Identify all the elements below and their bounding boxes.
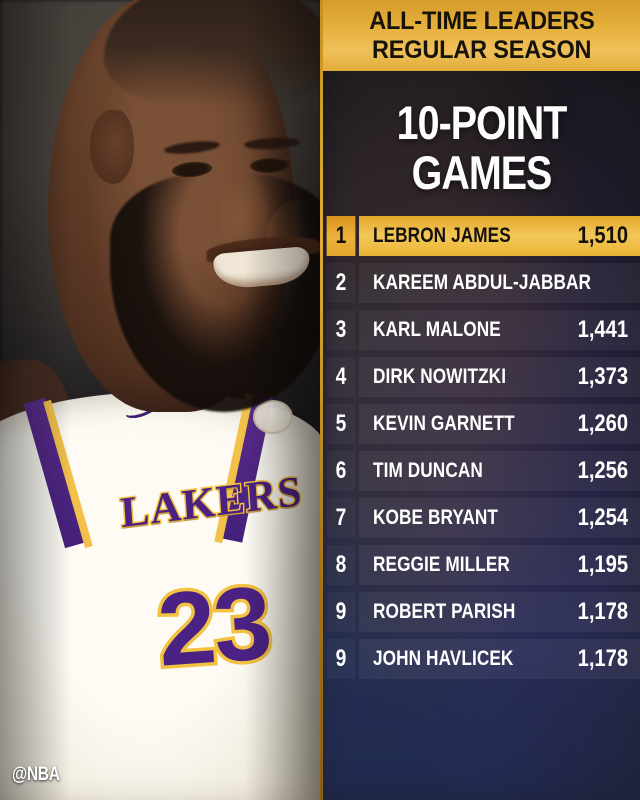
jersey-sponsor-patch — [253, 400, 293, 434]
row-player-name: JOHN HAVLICEK — [373, 647, 514, 670]
table-row[interactable]: 4 DIRK NOWITZKI 1,373 — [323, 357, 640, 397]
row-rank: 2 — [327, 263, 356, 303]
row-value: 1,254 — [577, 504, 628, 531]
table-row[interactable]: 9 ROBERT PARISH 1,178 — [323, 592, 640, 632]
row-player-name: REGGIE MILLER — [373, 553, 510, 576]
gold-divider — [320, 0, 323, 800]
row-rank: 9 — [327, 639, 356, 679]
row-player-name: KEVIN GARNETT — [373, 412, 515, 435]
row-value: 1,256 — [577, 457, 628, 484]
player-head — [48, 0, 322, 412]
table-row[interactable]: 5 KEVIN GARNETT 1,260 — [323, 404, 640, 444]
panel-backdrop — [323, 0, 640, 800]
row-value: 1,260 — [577, 410, 628, 437]
row-value: 1,178 — [577, 645, 628, 672]
table-row[interactable]: 1 LEBRON JAMES 1,510 — [323, 216, 640, 256]
row-rank: 6 — [327, 451, 356, 491]
page-title: 10-POINT GAMES — [396, 96, 568, 199]
row-rank: 3 — [327, 310, 356, 350]
row-body: ROBERT PARISH 1,178 — [359, 592, 640, 632]
row-rank: 4 — [327, 357, 356, 397]
row-player-name: KAREEM ABDUL-JABBAR — [373, 271, 592, 294]
stats-panel: ALL-TIME LEADERS REGULAR SEASON 10-POINT… — [323, 0, 640, 800]
table-row[interactable]: 3 KARL MALONE 1,441 — [323, 310, 640, 350]
player-eyebrow-left — [163, 139, 221, 156]
table-row[interactable]: 8 REGGIE MILLER 1,195 — [323, 545, 640, 585]
header-line-1: ALL-TIME LEADERS — [368, 6, 595, 35]
row-rank: 1 — [326, 216, 356, 256]
row-value: 1,195 — [577, 551, 628, 578]
jersey-number-text: 23 — [151, 562, 278, 693]
row-value: 1,178 — [577, 598, 628, 625]
row-body: LEBRON JAMES 1,510 — [359, 216, 640, 256]
row-rank: 5 — [327, 404, 356, 444]
table-row[interactable]: 6 TIM DUNCAN 1,256 — [323, 451, 640, 491]
row-body: KARL MALONE 1,441 — [359, 310, 640, 350]
row-player-name: LEBRON JAMES — [373, 224, 511, 247]
player-ear — [90, 110, 134, 184]
row-body: JOHN HAVLICEK 1,178 — [359, 639, 640, 679]
row-player-name: KOBE BRYANT — [373, 506, 498, 529]
row-body: TIM DUNCAN 1,256 — [359, 451, 640, 491]
player-photo: LAKERS 23 @NBA — [0, 0, 322, 800]
nike-swoosh-icon — [126, 400, 168, 418]
panel-header: ALL-TIME LEADERS REGULAR SEASON — [323, 0, 640, 71]
row-value: 1,510 — [577, 222, 628, 249]
row-value: 1,441 — [577, 316, 628, 343]
row-rank: 9 — [327, 592, 356, 632]
table-row[interactable]: 9 JOHN HAVLICEK 1,178 — [323, 639, 640, 679]
row-body: KEVIN GARNETT 1,260 — [359, 404, 640, 444]
player-hairline — [104, 0, 322, 106]
leaders-list: 1 LEBRON JAMES 1,510 2 KAREEM ABDUL-JABB… — [323, 216, 640, 686]
row-player-name: ROBERT PARISH — [373, 600, 516, 623]
row-body: KAREEM ABDUL-JABBAR 1,509 — [359, 263, 640, 303]
row-player-name: KARL MALONE — [373, 318, 501, 341]
row-value: 1,373 — [577, 363, 628, 390]
row-rank: 8 — [327, 545, 356, 585]
row-rank: 7 — [327, 498, 356, 538]
player-eye-right — [249, 157, 291, 174]
header-line-2: REGULAR SEASON — [371, 35, 592, 64]
table-row[interactable]: 2 KAREEM ABDUL-JABBAR 1,509 — [323, 263, 640, 303]
row-player-name: TIM DUNCAN — [373, 459, 483, 482]
player-beard — [110, 174, 322, 412]
nba-watermark: @NBA — [12, 764, 60, 785]
row-body: KOBE BRYANT 1,254 — [359, 498, 640, 538]
row-body: DIRK NOWITZKI 1,373 — [359, 357, 640, 397]
row-player-name: DIRK NOWITZKI — [373, 365, 507, 388]
row-body: REGGIE MILLER 1,195 — [359, 545, 640, 585]
table-row[interactable]: 7 KOBE BRYANT 1,254 — [323, 498, 640, 538]
